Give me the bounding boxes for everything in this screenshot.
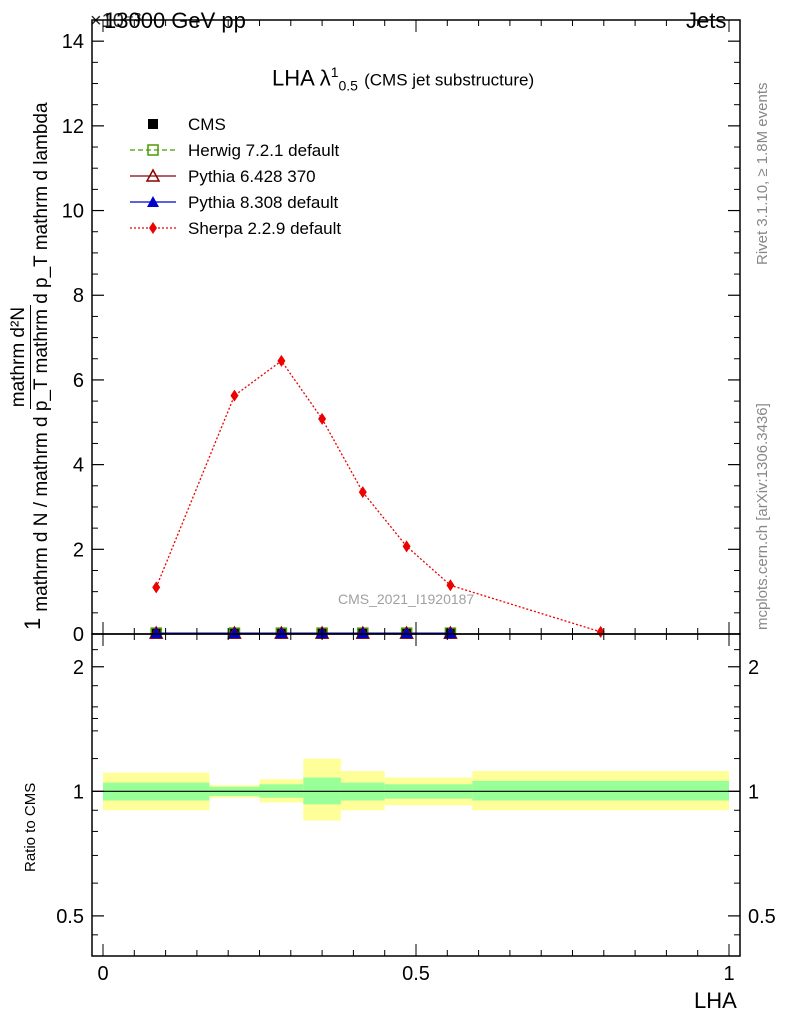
series-3-point-0: [150, 627, 163, 639]
series-4-point-7: [596, 625, 605, 638]
main-ytick-label-2: 4: [73, 455, 84, 477]
legend-label-2: Pythia 6.428 370: [188, 167, 316, 186]
legend-marker-4: [149, 222, 157, 234]
chart-title-sup: 1: [330, 64, 339, 80]
main-ytick-label-4: 8: [73, 285, 84, 307]
legend-marker-0: [148, 119, 158, 129]
main-ytick-label-1: 2: [73, 539, 84, 561]
legend-entry-4: Sherpa 2.2.9 default: [130, 219, 341, 238]
legend-entry-0: CMS: [148, 115, 226, 134]
ratio-ylabel: Ratio to CMS: [22, 782, 39, 872]
ylabel-one: 1: [19, 617, 45, 630]
process-label: Jets: [686, 8, 727, 33]
main-ytick-label-0: 0: [73, 624, 84, 646]
mcplots-credit: mcplots.cern.ch [arXiv:1306.3436]: [754, 403, 771, 630]
series-4-point-4: [358, 486, 367, 499]
ylabel-numerator: mathrm d²N: [8, 304, 31, 410]
series-line-4: [155, 359, 601, 633]
ratio-ytick-label-right-2: 2: [748, 657, 759, 679]
main-ytick-label-7: 14: [62, 31, 84, 53]
ratio-uncertainty-bands: [103, 758, 729, 821]
series-4-point-5: [402, 540, 411, 553]
series-4-point-1: [230, 389, 239, 402]
series-4-point-0: [152, 581, 161, 594]
legend-entry-3: Pythia 8.308 default: [130, 193, 339, 212]
legend-entry-1: Herwig 7.2.1 default: [130, 141, 339, 160]
ratio-ytick-label-right-1: 1: [748, 781, 759, 803]
series-3-point-1: [228, 627, 241, 639]
series-4-point-2: [277, 354, 286, 367]
ratio-ytick-label-right-0: 0.5: [748, 906, 776, 928]
main-ytick-label-6: 12: [62, 116, 84, 138]
legend: CMS Herwig 7.2.1 default Pythia 6.428 370 P…: [130, 115, 341, 238]
legend-label-4: Sherpa 2.2.9 default: [188, 219, 341, 238]
main-frame: [91, 19, 741, 635]
series-4: [152, 354, 605, 638]
main-ylabel: 1 mathrm d²N mathrm d N / mathrm d p_T m…: [8, 20, 53, 630]
series-3-point-4: [356, 627, 369, 639]
chart-title-main: LHA λ: [272, 65, 331, 91]
chart-title-note: (CMS jet substructure): [364, 70, 535, 90]
series-4-point-6: [446, 579, 455, 592]
ratio-inner-band-7: [472, 780, 729, 801]
ratio-ytick-label-1: 1: [73, 781, 84, 803]
ratio-ytick-label-0: 0.5: [56, 906, 84, 928]
series-4-point-3: [318, 412, 327, 425]
exponent-label: ×10⁻³: [90, 10, 142, 32]
ylabel-denominator: mathrm d N / mathrm d p_T mathrm d p_T m…: [31, 102, 52, 612]
watermark: CMS_2021_I1920187: [338, 591, 475, 607]
legend-marker-1: [147, 144, 159, 156]
x-axis-label: LHA: [694, 988, 737, 1013]
legend-label-1: Herwig 7.2.1 default: [188, 141, 339, 160]
ratio-ytick-label-2: 2: [73, 657, 84, 679]
xtick-label-0: 0: [97, 963, 108, 985]
legend-label-3: Pythia 8.308 default: [188, 193, 339, 212]
main-ytick-label-3: 6: [73, 370, 84, 392]
legend-entry-2: Pythia 6.428 370: [130, 167, 316, 186]
series-3-point-2: [275, 627, 288, 639]
xtick-label-2: 1: [723, 963, 734, 985]
legend-label-0: CMS: [188, 115, 226, 134]
xtick-label-1: 0.5: [402, 963, 430, 985]
rivet-credit: Rivet 3.1.10, ≥ 1.8M events: [754, 82, 771, 266]
legend-marker-3: [147, 196, 159, 207]
series-3-point-5: [400, 627, 413, 639]
legend-marker-2: [145, 168, 161, 182]
energy-label: 13000 GeV pp: [104, 8, 246, 33]
main-ytick-label-5: 10: [62, 201, 84, 223]
chart-title-sub: 0.5: [338, 77, 358, 94]
chart-title: LHA λ10.5 (CMS jet substructure): [272, 64, 534, 94]
